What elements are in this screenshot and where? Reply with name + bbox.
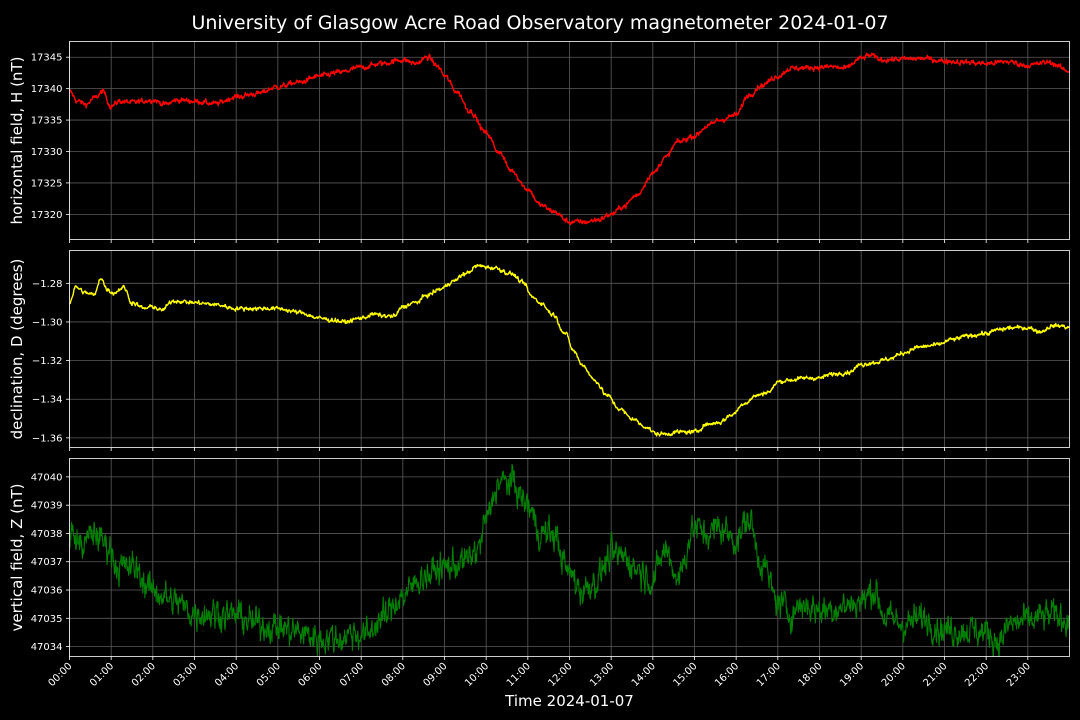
- y-tick-label: −1.28: [32, 279, 63, 290]
- x-tick-label: 12:00: [546, 661, 574, 689]
- x-axis-label: Time 2024-01-07: [504, 692, 634, 710]
- y-tick-label: 47035: [31, 614, 63, 625]
- y-axis-label-declination: declination, D (degrees): [8, 259, 26, 440]
- series-line-horizontal-field: [69, 52, 1070, 226]
- y-tick-label: 47039: [31, 501, 63, 512]
- x-tick-label: 07:00: [338, 661, 366, 689]
- y-tick-label: 47034: [31, 642, 63, 653]
- x-tick-label: 05:00: [255, 661, 283, 689]
- y-tick-label: 17320: [31, 210, 63, 221]
- x-tick-label: 18:00: [796, 661, 824, 689]
- y-tick-label: 17325: [31, 178, 63, 189]
- axis-frame: [69, 250, 1070, 448]
- panel-horizontal-field: 17320 17325 17330 17335 17340 17345 horizontal…: [8, 41, 1070, 243]
- panel-vertical-field: 47034 47035 47036 47037 47038 47039 47040 verti…: [8, 458, 1070, 660]
- x-tick-label: 23:00: [1005, 661, 1033, 689]
- y-tick-label: −1.32: [32, 356, 63, 367]
- x-tick-label: 13:00: [588, 661, 616, 689]
- x-tick-label: 04:00: [213, 661, 241, 689]
- x-tick-label: 01:00: [88, 661, 116, 689]
- x-tick-label: 03:00: [171, 661, 199, 689]
- chart-title: University of Glasgow Acre Road Observat…: [191, 12, 888, 34]
- x-tick-label: 17:00: [755, 661, 783, 689]
- x-tick-label: 09:00: [421, 661, 449, 689]
- series-line-declination: [69, 263, 1070, 437]
- y-tick-label: 17330: [31, 147, 63, 158]
- y-tick-label: 17345: [31, 53, 63, 64]
- x-tick-label: 22:00: [963, 661, 991, 689]
- x-tick-label: 19:00: [838, 661, 866, 689]
- x-tick-label: 16:00: [713, 661, 741, 689]
- x-tick-label: 15:00: [671, 661, 699, 689]
- y-tick-label: 47037: [31, 557, 63, 568]
- y-tick-label: 47038: [31, 529, 63, 540]
- x-tick-label: 00:00: [46, 661, 74, 689]
- x-tick-label: 21:00: [921, 661, 949, 689]
- axis-frame: [69, 41, 1070, 240]
- x-tick-label: 06:00: [296, 661, 324, 689]
- y-tick-label: 47040: [31, 472, 63, 483]
- x-tick-label: 20:00: [880, 661, 908, 689]
- axis-frame: [69, 458, 1070, 657]
- x-tick-label: 14:00: [630, 661, 658, 689]
- y-tick-label: −1.34: [32, 395, 63, 406]
- y-axis-label-horizontal-field: horizontal field, H (nT): [8, 57, 26, 225]
- y-tick-label: 47036: [31, 586, 63, 597]
- y-axis-label-vertical-field: vertical field, Z (nT): [8, 483, 26, 631]
- series-line-vertical-field: [69, 463, 1070, 657]
- y-tick-label: −1.30: [32, 317, 63, 328]
- x-axis-ticks: 00:00 01:00 02:00 03:00 04:00 05:00 06:00 07:00…: [46, 661, 1032, 689]
- y-tick-label: 17340: [31, 84, 63, 95]
- x-tick-label: 02:00: [130, 661, 158, 689]
- y-tick-label: −1.36: [32, 433, 63, 444]
- x-tick-label: 08:00: [380, 661, 408, 689]
- x-tick-label: 11:00: [505, 661, 533, 689]
- x-tick-label: 10:00: [463, 661, 491, 689]
- y-tick-label: 17335: [31, 116, 63, 127]
- panel-declination: −1.36 −1.34 −1.32 −1.30 −1.28 declination, D …: [8, 250, 1070, 451]
